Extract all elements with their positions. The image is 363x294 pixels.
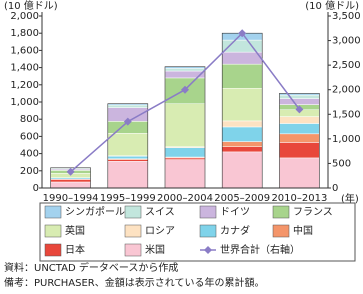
legend-label: 英国 [65,224,85,237]
bar-segment [165,158,205,160]
bar-segment [165,68,205,71]
legend-label: 米国 [145,243,165,256]
x-tick-label: 2000–2004 [157,193,213,204]
y2-tick-label: 3,000 [332,36,361,47]
legend-swatch [200,225,216,237]
bar-segment [279,134,319,143]
note: 資料：UNCTAD データベースから作成 [4,261,178,274]
y-tick-label: 1,000 [10,97,39,108]
bar-segment [165,148,205,157]
bar-segment [222,152,262,188]
legend-swatch [125,225,141,237]
legend-label: ロシア [145,226,175,237]
bar-segment [51,182,91,188]
legend-label: スイス [145,207,175,218]
y-tick-label: 2,000 [10,11,39,22]
legend-marker [204,246,212,254]
y2-tick-label: 2,500 [332,60,361,71]
y-tick-label: 200 [20,166,39,177]
bar-segment [279,99,319,105]
y2-tick-label: 500 [332,158,351,169]
bar-segment [222,121,262,127]
bar-segment [108,133,148,155]
bar-segment [165,160,205,188]
x-tick-label: 2010–2013 [271,193,327,204]
x-tick-label: 1990–1994 [43,193,99,204]
legend-label: ドイツ [220,207,250,218]
y-tick-label: 800 [20,114,39,125]
y-tick-label: 0 [33,183,39,194]
x-tick-label: 2005–2009 [214,193,270,204]
bar-segment [279,95,319,98]
y2-tick-label: 1,000 [332,134,361,145]
legend-label: シンガポール [65,206,125,218]
legend-label: フランス [293,206,333,218]
legend-swatch [45,244,61,256]
y2-tick-label: 2,000 [332,85,361,96]
y-tick-label: 1,400 [10,63,39,74]
legend-label: 日本 [65,243,85,256]
y-tick-label: 1,200 [10,80,39,91]
legend-swatch [45,206,61,218]
bar-segment [279,158,319,188]
legend-swatch [125,206,141,218]
note: 備考：PURCHASER、金額は表示されている年の累計額。 [4,276,264,289]
bar-segment [108,161,148,188]
y-tick-label: 1,800 [10,28,39,39]
bar-segment [222,88,262,121]
bar-segment [222,52,262,64]
bar-segment [108,105,148,108]
bar-segment [279,142,319,157]
legend-swatch [273,206,289,218]
y2-tick-label: 1,500 [332,109,361,120]
bar-segment [222,147,262,152]
bar-segment [51,179,91,182]
bar-segment [108,160,148,162]
x-tick-label: 1995–1999 [100,193,156,204]
y-tick-label: 400 [20,149,39,160]
bar-segment [222,142,262,147]
legend-label: 世界合計（右軸） [220,243,300,256]
bar-segment [279,124,319,134]
legend-swatch [45,225,61,237]
legend-swatch [125,244,141,256]
legend-label: 中国 [293,224,313,237]
legend-swatch [200,206,216,218]
legend-swatch [273,225,289,237]
y-tick-label: 600 [20,131,39,142]
y2-tick-label: 3,500 [332,11,361,22]
bar-segment [279,117,319,124]
bar-segment [222,64,262,88]
bar-segment [222,127,262,142]
bar-segment [108,156,148,159]
y-tick-label: 1,600 [10,45,39,56]
legend-label: カナダ [220,224,250,237]
bar-segment [165,104,205,147]
y2-tick-label: 0 [332,183,338,194]
